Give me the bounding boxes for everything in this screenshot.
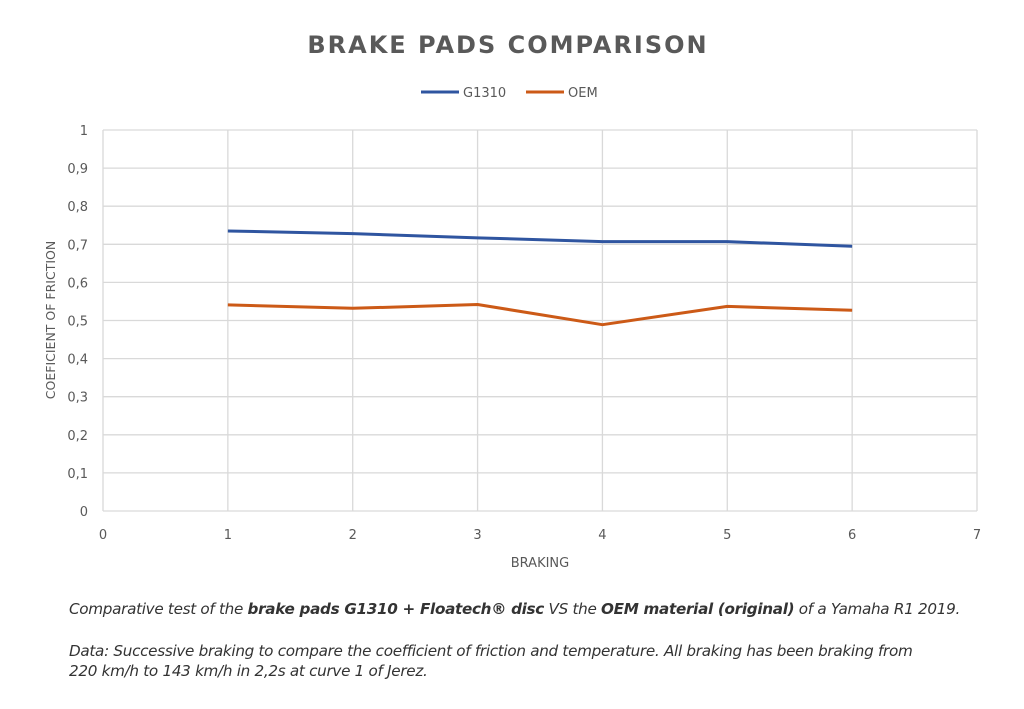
y-tick-label: 0,1 bbox=[67, 467, 88, 482]
caption-line-3: 220 km/h to 143 km/h in 2,2s at curve 1 … bbox=[69, 662, 428, 680]
y-tick-label: 0,6 bbox=[67, 276, 88, 291]
x-tick-label: 1 bbox=[224, 528, 232, 543]
legend: G1310 OEM bbox=[421, 86, 598, 101]
series-line-g1310 bbox=[227, 229, 853, 248]
caption-segment: brake pads G1310 + Floatech® disc bbox=[247, 600, 545, 618]
legend-label-g1310: G1310 bbox=[463, 86, 506, 101]
x-axis-ticks: 0 1 2 3 4 5 6 7 bbox=[99, 528, 981, 543]
caption-line-1: Comparative test of the brake pads G1310… bbox=[69, 599, 960, 619]
x-tick-label: 2 bbox=[349, 528, 357, 543]
y-axis-label: COEFICIENT OF FRICTION bbox=[43, 241, 58, 399]
caption-line-2: Data: Successive braking to compare the … bbox=[69, 642, 913, 660]
y-tick-label: 0,2 bbox=[67, 429, 88, 444]
y-axis-ticks: 0 0,1 0,2 0,3 0,4 0,5 0,6 0,7 0,8 0,9 1 bbox=[67, 124, 88, 520]
y-tick-label: 0,8 bbox=[67, 200, 88, 215]
caption-segment: VS the bbox=[544, 600, 602, 618]
x-tick-label: 0 bbox=[99, 528, 107, 543]
y-tick-label: 0,9 bbox=[67, 162, 88, 177]
y-tick-label: 1 bbox=[80, 124, 88, 139]
legend-label-oem: OEM bbox=[568, 86, 598, 101]
caption-segment: Comparative test of the bbox=[69, 600, 248, 618]
y-tick-label: 0 bbox=[80, 505, 88, 520]
y-tick-label: 0,5 bbox=[67, 315, 88, 330]
y-tick-label: 0,3 bbox=[67, 391, 88, 406]
chart-title: BRAKE PADS COMPARISON bbox=[307, 31, 708, 59]
x-axis-label: BRAKING bbox=[511, 556, 569, 571]
caption-segment: of a Yamaha R1 2019. bbox=[794, 600, 960, 618]
series-lines bbox=[227, 229, 853, 327]
y-tick-label: 0,4 bbox=[67, 353, 88, 368]
series-line-oem bbox=[227, 302, 853, 327]
x-tick-label: 6 bbox=[848, 528, 856, 543]
x-tick-label: 7 bbox=[973, 528, 981, 543]
x-tick-label: 3 bbox=[473, 528, 481, 543]
line-chart: BRAKE PADS COMPARISON G1310 OEM 0 0,1 0,2 0,… bbox=[43, 31, 981, 571]
grid bbox=[102, 129, 978, 512]
y-tick-label: 0,7 bbox=[67, 238, 88, 253]
x-tick-label: 5 bbox=[723, 528, 731, 543]
x-tick-label: 4 bbox=[598, 528, 606, 543]
caption-segment: OEM material (original) bbox=[601, 600, 795, 618]
